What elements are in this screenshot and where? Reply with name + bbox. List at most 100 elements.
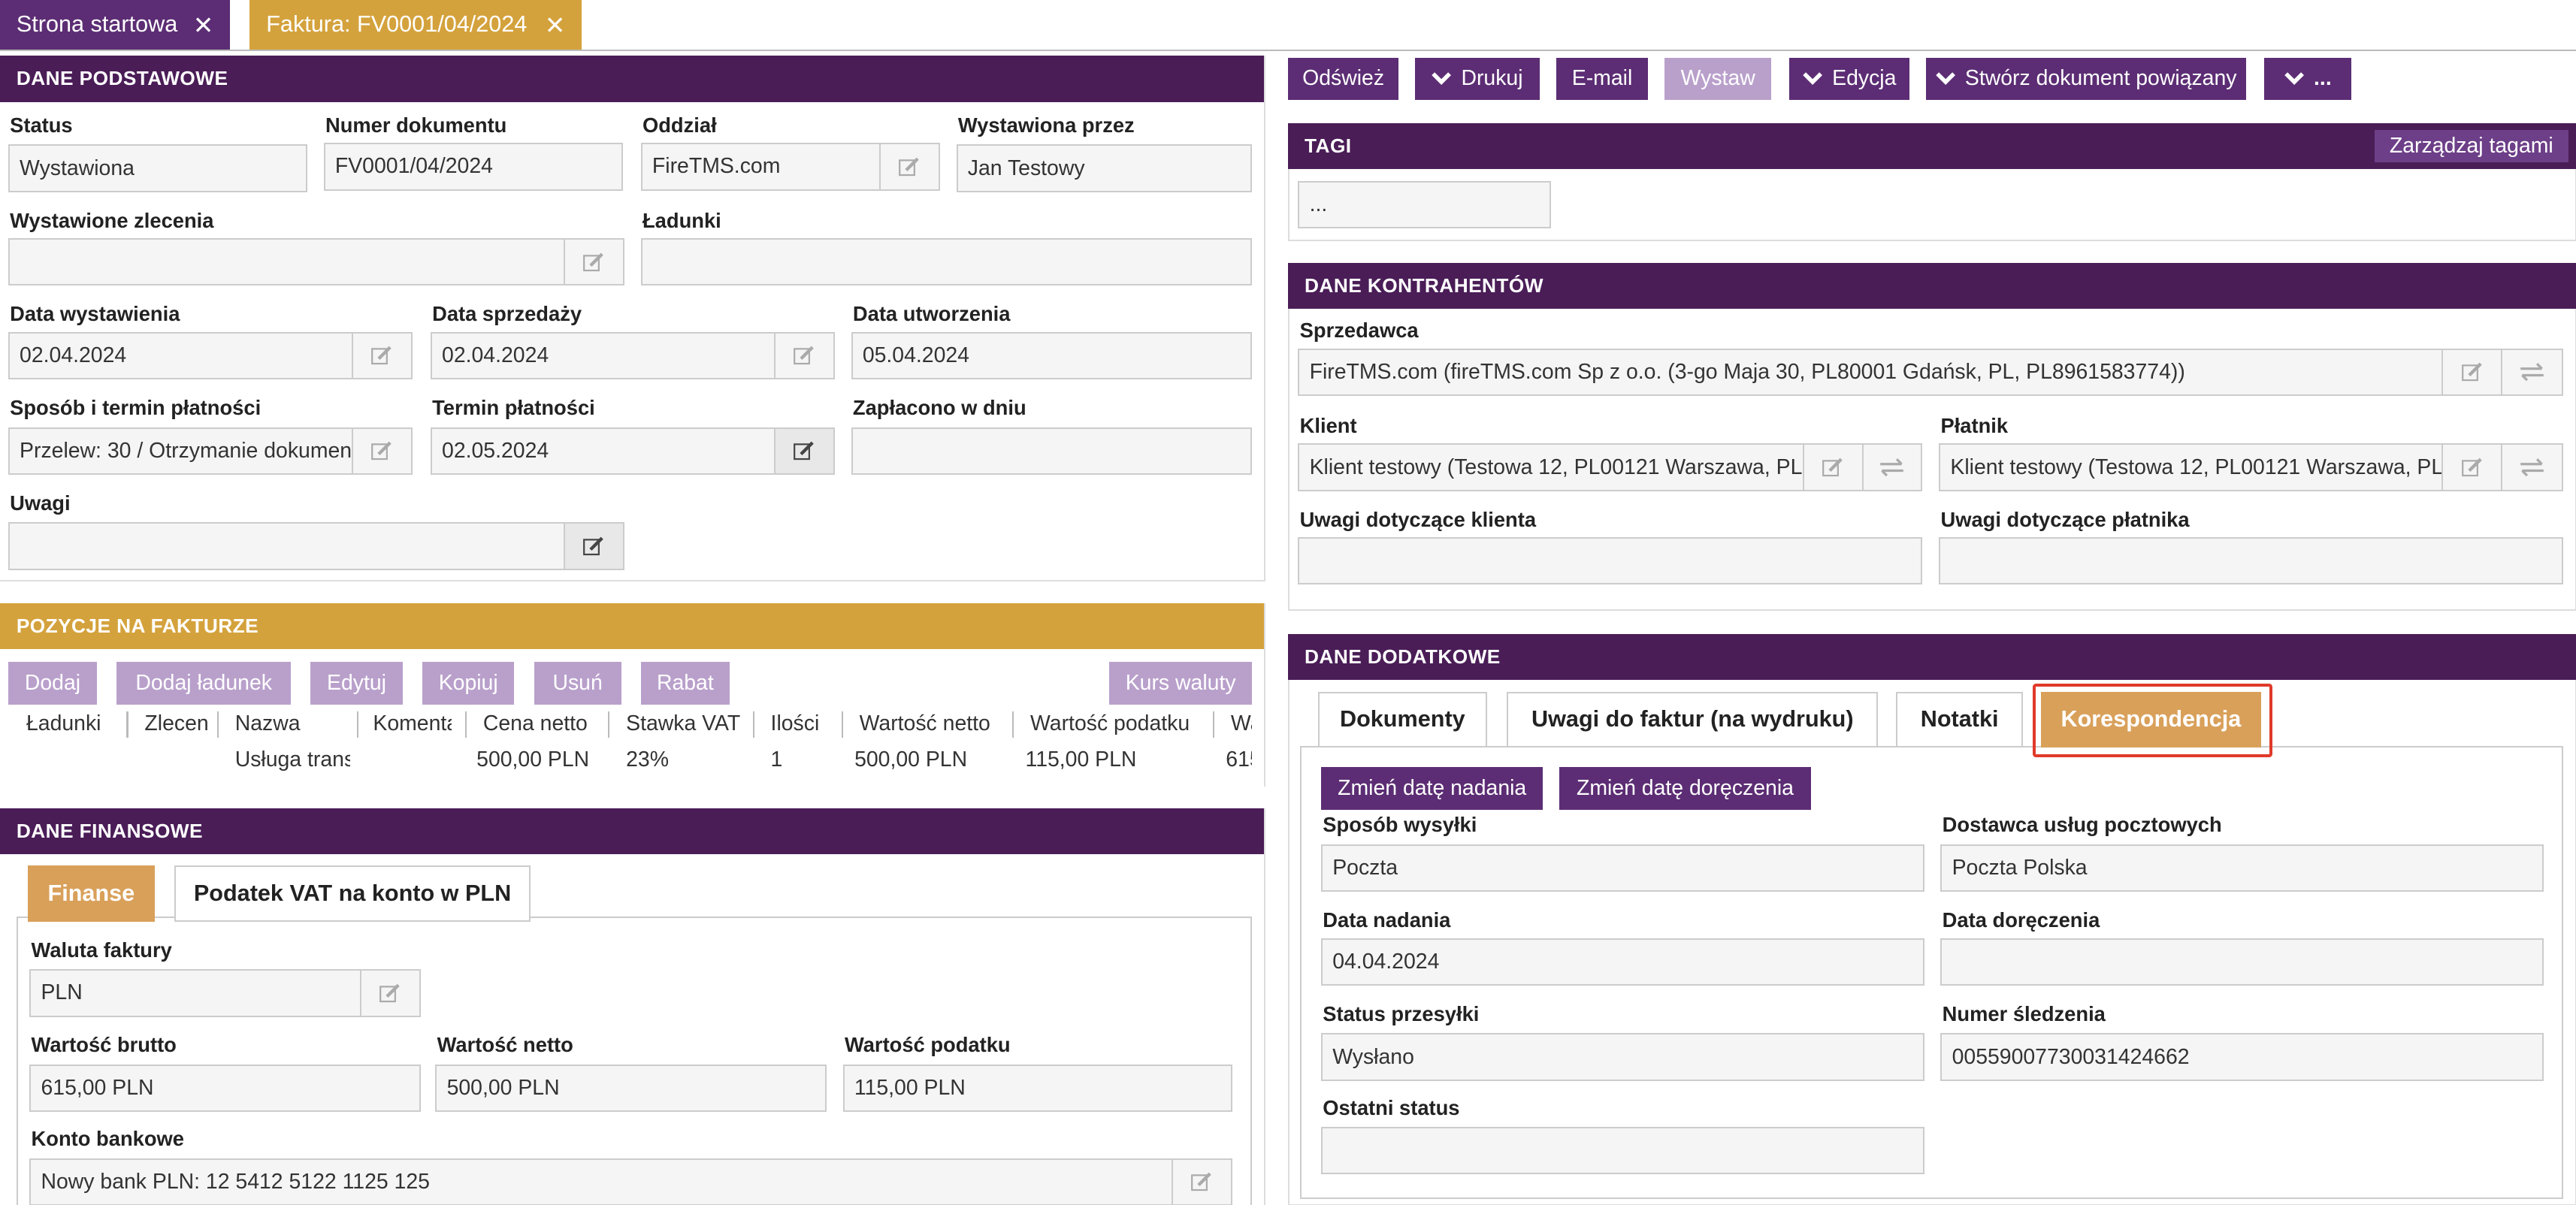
column-header[interactable]: Wartość netto <box>859 711 990 735</box>
discount-button[interactable]: Rabat <box>640 662 730 705</box>
edit-icon[interactable] <box>564 522 624 570</box>
payer-field[interactable]: Klient testowy (Testowa 12, PL00121 Wars… <box>1939 443 2444 491</box>
postal-provider-field[interactable]: Poczta Polska <box>1940 844 2544 892</box>
client-field[interactable]: Klient testowy (Testowa 12, PL00121 Wars… <box>1298 443 1804 491</box>
print-button[interactable]: Drukuj <box>1414 57 1540 101</box>
bank-field[interactable]: Nowy bank PLN: 12 5412 5122 1125 125 <box>29 1158 1174 1205</box>
issue-date-field[interactable]: 02.04.2024 <box>8 331 354 380</box>
edit-icon[interactable] <box>2441 348 2503 396</box>
tab-notes[interactable]: Notatki <box>1896 691 2023 747</box>
tags-field[interactable]: ... <box>1298 180 1552 228</box>
exchange-rate-button[interactable]: Kurs waluty <box>1109 662 1253 705</box>
docnum-field[interactable]: FV0001/04/2024 <box>323 143 623 191</box>
tab-documents[interactable]: Dokumenty <box>1317 691 1487 747</box>
edit-icon[interactable] <box>1172 1158 1233 1205</box>
edit-icon[interactable] <box>2441 443 2503 491</box>
section-header: POZYCJE NA FAKTURZE <box>0 602 1264 649</box>
column-header[interactable]: Komentarz <box>373 711 452 735</box>
add-load-button[interactable]: Dodaj ładunek <box>116 662 292 705</box>
create-related-document-button[interactable]: Stwórz dokument powiązany <box>1925 57 2247 101</box>
edit-icon[interactable] <box>359 969 421 1017</box>
delete-button[interactable]: Usuń <box>534 662 621 705</box>
edit-icon[interactable] <box>878 143 940 191</box>
net-label: Wartość netto <box>437 1033 573 1057</box>
gross-field[interactable]: 615,00 PLN <box>29 1064 421 1113</box>
tab-label: Faktura: FV0001/04/2024 <box>266 11 528 38</box>
last-status-field[interactable] <box>1321 1127 1924 1175</box>
created-label: Data utworzenia <box>852 302 1011 326</box>
created-field[interactable]: 05.04.2024 <box>851 331 1253 380</box>
delivery-date-field[interactable] <box>1940 938 2544 986</box>
tab-invoice[interactable]: Faktura: FV0001/04/2024 ✕ <box>249 0 582 50</box>
tab-home[interactable]: Strona startowa ✕ <box>0 0 231 50</box>
net-field[interactable]: 500,00 PLN <box>435 1064 827 1113</box>
refresh-button[interactable]: Odśwież <box>1288 57 1398 101</box>
column-header[interactable]: Nazwa <box>234 711 301 735</box>
payment-method-field[interactable]: Przelew: 30 / Otrzymanie dokumentów <box>8 427 354 475</box>
edit-icon[interactable] <box>351 331 413 380</box>
edit-icon[interactable] <box>564 238 624 286</box>
table-cell[interactable]: 1 <box>770 747 783 772</box>
table-cell[interactable]: 115,00 PLN <box>1025 747 1137 772</box>
branch-field[interactable]: FireTMS.com <box>640 143 881 191</box>
close-icon[interactable]: ✕ <box>544 11 566 40</box>
column-header[interactable]: Wartość brutto <box>1230 711 1252 735</box>
table-cell[interactable]: 500,00 PLN <box>854 747 968 772</box>
table-cell[interactable]: 500,00 PLN <box>476 747 590 772</box>
issuedby-field[interactable]: Jan Testowy <box>956 144 1253 192</box>
column-header[interactable]: Ilości <box>770 711 820 735</box>
change-send-date-button[interactable]: Zmień datę nadania <box>1321 767 1543 811</box>
column-header[interactable]: Cena netto <box>482 711 588 735</box>
column-header[interactable]: Ładunki <box>26 711 101 735</box>
add-button[interactable]: Dodaj <box>8 662 97 705</box>
additional-data-panel: DANE DODATKOWE <box>1288 633 2576 1205</box>
currency-field[interactable]: PLN <box>29 969 362 1017</box>
change-delivery-date-button[interactable]: Zmień datę doręczenia <box>1559 767 1811 811</box>
client-notes-field[interactable] <box>1298 537 1923 585</box>
tab-correspondence[interactable]: Korespondencja <box>2040 691 2261 747</box>
sale-date-field[interactable]: 02.04.2024 <box>430 331 776 380</box>
chevron-down-icon <box>1432 72 1452 86</box>
shipping-method-field[interactable]: Poczta <box>1321 844 1924 892</box>
orders-field[interactable] <box>8 238 566 286</box>
table-cell[interactable]: 23% <box>626 747 669 772</box>
seller-field[interactable]: FireTMS.com (fireTMS.com Sp z o.o. (3-go… <box>1298 348 2444 396</box>
table-cell[interactable]: Usługa trans <box>234 747 350 772</box>
paid-field[interactable] <box>851 427 1253 475</box>
status-field[interactable]: Wystawiona <box>8 144 307 192</box>
edit-icon[interactable] <box>1802 443 1864 491</box>
swap-icon[interactable] <box>1861 443 1923 491</box>
due-field[interactable]: 02.05.2024 <box>430 427 776 475</box>
issue-date-label: Data wystawienia <box>10 302 180 326</box>
send-date-field[interactable]: 04.04.2024 <box>1321 938 1924 986</box>
tab-label: Strona startowa <box>16 11 178 38</box>
edit-icon[interactable] <box>773 427 835 475</box>
column-header[interactable]: Wartość podatku <box>1030 711 1190 735</box>
highlight-box <box>2032 683 2273 758</box>
section-header: DANE FINANSOWE <box>0 808 1264 855</box>
manage-tags-button[interactable]: Zarządzaj tagami <box>2374 129 2568 163</box>
edit-button[interactable]: Edytuj <box>310 662 403 705</box>
shipment-status-field[interactable]: Wysłano <box>1321 1033 1924 1081</box>
tab-vat-pln[interactable]: Podatek VAT na konto w PLN <box>174 865 531 922</box>
table-cell[interactable]: 615,00 PLN <box>1226 747 1252 772</box>
loads-field[interactable] <box>640 238 1253 286</box>
more-actions-button[interactable]: ... <box>2264 57 2352 101</box>
email-button[interactable]: E-mail <box>1556 57 1649 101</box>
column-header[interactable]: Stawka VAT <box>626 711 741 735</box>
tracking-number-field[interactable]: 00559007730031424662 <box>1940 1033 2544 1081</box>
payer-notes-field[interactable] <box>1939 537 2564 585</box>
tax-field[interactable]: 115,00 PLN <box>842 1064 1232 1113</box>
edit-icon[interactable] <box>351 427 413 475</box>
tab-finance[interactable]: Finanse <box>28 865 155 922</box>
notes-field[interactable] <box>8 522 566 570</box>
swap-icon[interactable] <box>2501 348 2564 396</box>
issue-button[interactable]: Wystaw <box>1664 57 1772 101</box>
close-icon[interactable]: ✕ <box>192 11 214 40</box>
swap-icon[interactable] <box>2501 443 2564 491</box>
copy-button[interactable]: Kopiuj <box>422 662 515 705</box>
edit-icon[interactable] <box>773 331 835 380</box>
edit-dropdown-button[interactable]: Edycja <box>1789 57 1909 101</box>
tab-invoice-notes[interactable]: Uwagi do faktur (na wydruku) <box>1507 691 1879 747</box>
column-header[interactable]: Zlecen <box>144 711 209 735</box>
